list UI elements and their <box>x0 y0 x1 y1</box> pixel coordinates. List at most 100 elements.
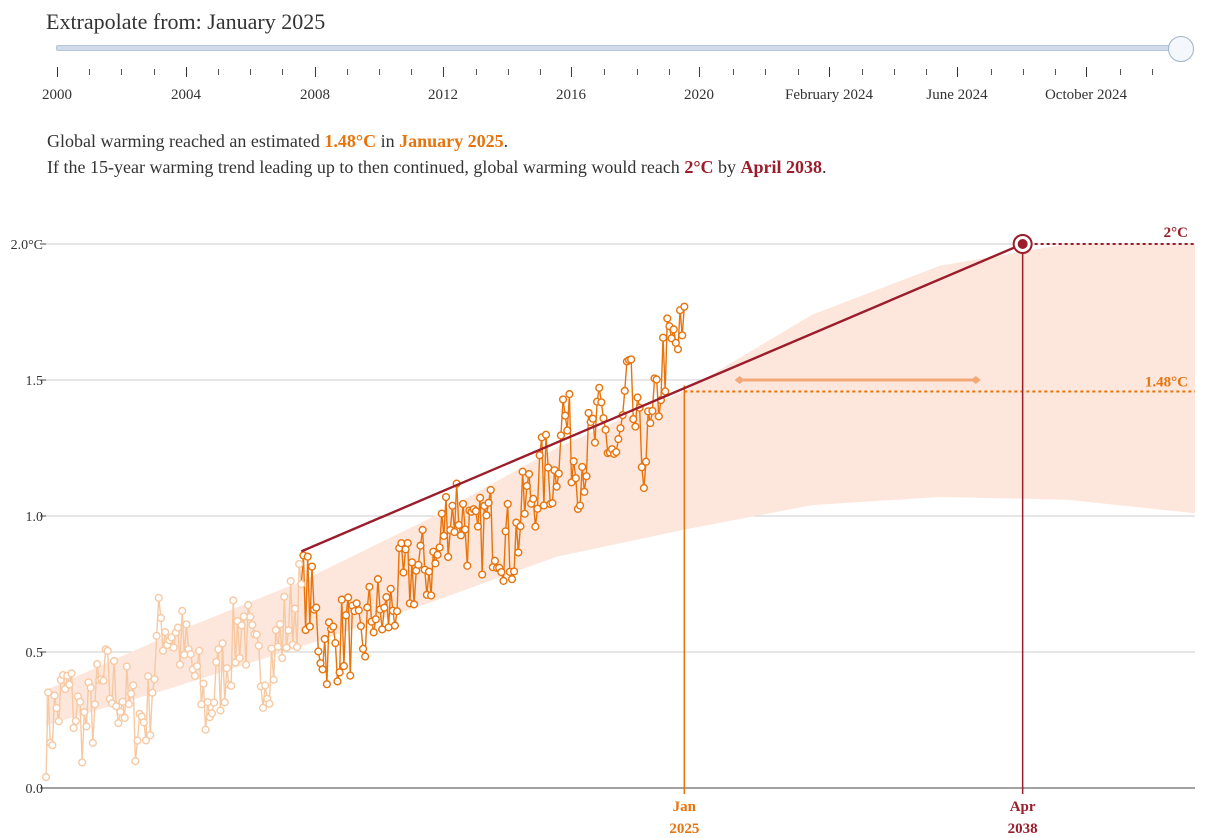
series-segment <box>579 466 583 506</box>
data-point <box>522 481 531 491</box>
data-point <box>173 623 183 632</box>
data-point <box>114 719 123 728</box>
slider-minor-tick <box>862 69 863 75</box>
data-point <box>435 543 444 552</box>
data-point <box>358 644 368 653</box>
data-point <box>331 638 340 648</box>
slider-tick-label: 2016 <box>556 87 586 103</box>
data-point <box>214 645 223 654</box>
slider-minor-tick <box>604 69 605 75</box>
data-point <box>192 662 202 671</box>
data-point <box>261 681 270 690</box>
slider-minor-tick <box>282 69 283 75</box>
data-point <box>75 697 85 706</box>
data-point <box>341 611 351 620</box>
data-point <box>563 426 572 435</box>
slider-major-tick <box>315 67 316 77</box>
slider-minor-tick <box>89 69 90 75</box>
data-point <box>575 501 585 510</box>
data-point <box>361 652 370 661</box>
data-point <box>433 550 442 559</box>
series-segment <box>181 610 186 655</box>
data-point <box>218 639 227 648</box>
data-point <box>278 653 287 663</box>
y-tick-label: 0.0 <box>26 782 44 797</box>
series-segment <box>377 579 381 610</box>
series-segment <box>521 471 526 514</box>
data-point <box>178 606 187 615</box>
data-point <box>271 626 280 635</box>
slider-minor-tick <box>540 69 541 75</box>
data-point <box>392 607 402 616</box>
slider-minor-tick <box>411 69 412 75</box>
summary-line2-post: . <box>822 157 827 177</box>
series-segment <box>198 650 203 705</box>
data-point <box>531 522 540 531</box>
series-segment <box>447 530 451 558</box>
series-segment <box>651 378 656 412</box>
series-segment <box>147 676 151 736</box>
data-point <box>346 671 355 680</box>
data-point <box>403 538 412 548</box>
data-point <box>669 325 678 334</box>
data-point <box>150 675 159 684</box>
data-point <box>186 650 195 659</box>
series-segment <box>149 692 154 736</box>
data-point <box>273 642 283 651</box>
series-segment <box>145 676 149 741</box>
series-segment <box>438 513 443 548</box>
series-segment <box>519 471 524 527</box>
data-point <box>303 552 312 561</box>
data-point <box>207 709 217 718</box>
data-point <box>141 736 151 745</box>
data-point <box>552 482 561 491</box>
data-point <box>122 662 131 671</box>
data-point <box>69 723 78 733</box>
data-point <box>450 527 459 537</box>
y-tick-label: 2.0°C <box>11 238 43 253</box>
data-point <box>535 451 544 460</box>
data-point <box>229 596 238 605</box>
data-point <box>614 435 623 444</box>
data-point <box>658 333 668 342</box>
slider-minor-tick <box>218 69 219 75</box>
series-segment <box>624 361 628 391</box>
series-segment <box>213 661 217 703</box>
data-point <box>390 621 400 630</box>
data-point <box>456 531 466 540</box>
trend-line <box>300 242 1024 553</box>
series-segment <box>479 497 483 575</box>
series-segment <box>536 455 541 509</box>
data-point <box>312 603 321 612</box>
data-point <box>639 483 649 493</box>
data-point <box>678 331 687 340</box>
series-segment <box>132 685 137 762</box>
series-segment <box>258 645 262 687</box>
data-point <box>471 507 480 516</box>
data-point <box>631 422 640 431</box>
data-point <box>333 677 342 686</box>
series-segment <box>272 630 277 680</box>
data-point <box>154 593 163 602</box>
data-point <box>92 660 102 669</box>
series-segment <box>515 522 520 553</box>
data-point <box>418 525 427 535</box>
slider-minor-tick <box>926 69 927 75</box>
data-point <box>148 688 157 697</box>
date-slider-handle[interactable] <box>1168 36 1194 62</box>
data-point <box>556 431 566 440</box>
data-point <box>212 657 221 667</box>
data-point <box>597 398 606 407</box>
data-point <box>109 656 119 666</box>
data-point <box>339 661 348 671</box>
series-segment <box>507 503 511 572</box>
data-point <box>265 699 274 708</box>
slider-minor-tick <box>894 69 895 75</box>
series-segment <box>232 600 237 663</box>
data-point <box>439 531 448 540</box>
series-segment <box>524 485 528 514</box>
series-segment <box>47 692 51 743</box>
series-segment <box>234 621 239 663</box>
data-point <box>146 731 155 740</box>
series-segment <box>268 648 273 704</box>
